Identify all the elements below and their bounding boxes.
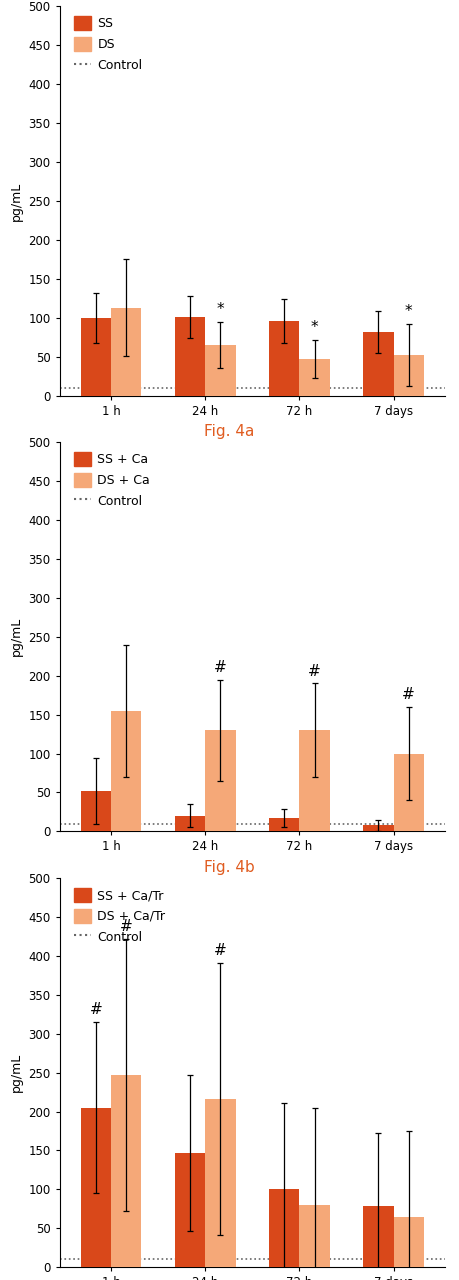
Bar [269, 321, 299, 396]
Bar [393, 1216, 424, 1267]
Bar [112, 1075, 141, 1267]
Bar [269, 1189, 299, 1267]
Text: #: # [214, 943, 227, 959]
Bar [393, 355, 424, 396]
Text: Fig. 4a: Fig. 4a [204, 424, 255, 439]
Bar [364, 1207, 393, 1267]
Bar [299, 730, 330, 832]
Legend: SS + Ca, DS + Ca, Control: SS + Ca, DS + Ca, Control [70, 448, 154, 512]
Bar [393, 754, 424, 832]
Bar [206, 1100, 235, 1267]
Text: #: # [90, 1002, 103, 1018]
Text: *: * [405, 305, 412, 319]
Bar [81, 1107, 112, 1267]
Bar [81, 317, 112, 396]
Text: Fig. 4b: Fig. 4b [204, 860, 255, 874]
Y-axis label: pg/mL: pg/mL [10, 617, 23, 657]
Bar [299, 358, 330, 396]
Text: *: * [311, 320, 319, 335]
Bar [81, 791, 112, 832]
Bar [206, 730, 235, 832]
Bar [299, 1204, 330, 1267]
Y-axis label: pg/mL: pg/mL [10, 182, 23, 220]
Bar [364, 332, 393, 396]
Text: #: # [402, 687, 415, 703]
Bar [206, 344, 235, 396]
Bar [175, 317, 206, 396]
Bar [112, 307, 141, 396]
Bar [175, 815, 206, 832]
Text: *: * [217, 302, 224, 317]
Text: #: # [308, 664, 321, 678]
Legend: SS, DS, Control: SS, DS, Control [70, 13, 146, 76]
Bar [175, 1153, 206, 1267]
Bar [364, 826, 393, 832]
Text: #: # [214, 660, 227, 675]
Bar [269, 818, 299, 832]
Y-axis label: pg/mL: pg/mL [10, 1053, 23, 1092]
Bar [112, 710, 141, 832]
Legend: SS + Ca/Tr, DS + Ca/Tr, Control: SS + Ca/Tr, DS + Ca/Tr, Control [70, 884, 169, 947]
Text: #: # [120, 919, 133, 934]
